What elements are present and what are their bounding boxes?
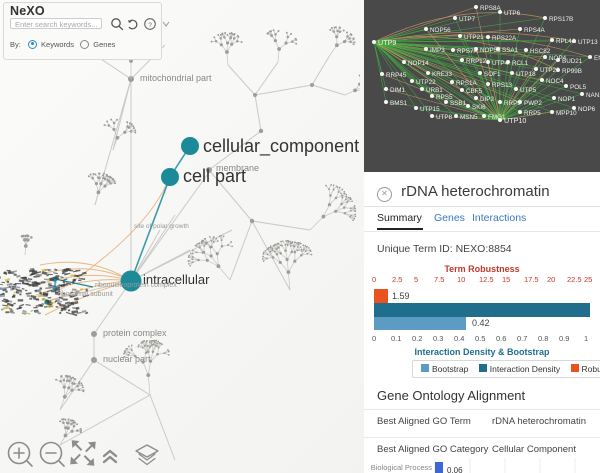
svg-text:17.5: 17.5 — [524, 275, 539, 284]
svg-text:NOP14: NOP14 — [408, 60, 429, 67]
svg-text:UTP22: UTP22 — [416, 79, 436, 86]
svg-text:SOF1: SOF1 — [484, 71, 501, 78]
svg-text:URB1: URB1 — [426, 87, 443, 94]
svg-text:KRE33: KRE33 — [432, 71, 452, 78]
svg-text:UTP7: UTP7 — [459, 16, 476, 23]
svg-text:UTP10: UTP10 — [504, 116, 526, 125]
svg-text:UTP21: UTP21 — [464, 34, 484, 41]
svg-text:?: ? — [148, 22, 152, 29]
svg-text:5: 5 — [414, 275, 418, 284]
svg-text:MPP10: MPP10 — [556, 110, 577, 117]
svg-text:RPS22A: RPS22A — [492, 35, 517, 42]
svg-text:12.5: 12.5 — [479, 275, 494, 284]
svg-text:RCL1: RCL1 — [512, 60, 529, 67]
svg-text:HSC82: HSC82 — [530, 48, 551, 55]
svg-text:UTP13: UTP13 — [578, 39, 598, 46]
svg-text:UTP6: UTP6 — [504, 10, 521, 17]
svg-text:0.2: 0.2 — [412, 334, 422, 343]
svg-text:SSB1: SSB1 — [450, 100, 467, 107]
svg-text:RRP12: RRP12 — [466, 58, 487, 65]
svg-text:UTP9: UTP9 — [378, 38, 396, 47]
svg-text:0: 0 — [372, 275, 376, 284]
svg-text:0.1: 0.1 — [391, 334, 401, 343]
svg-text:0.6: 0.6 — [496, 334, 506, 343]
svg-text:Biological Process: Biological Process — [371, 463, 433, 472]
svg-text:NAN1: NAN1 — [586, 92, 600, 99]
svg-text:RRP45: RRP45 — [386, 72, 407, 79]
svg-text:0.7: 0.7 — [517, 334, 527, 343]
svg-text:UTP4: UTP4 — [492, 60, 509, 67]
svg-text:15: 15 — [502, 275, 510, 284]
svg-text:UTP15: UTP15 — [420, 106, 440, 113]
svg-text:RPS17B: RPS17B — [549, 16, 573, 23]
svg-text:RPS7A: RPS7A — [457, 48, 478, 55]
svg-text:RPL4A: RPL4A — [556, 38, 577, 45]
svg-text:2.5: 2.5 — [392, 275, 402, 284]
svg-text:CBF5: CBF5 — [466, 88, 483, 95]
svg-text:RP99B: RP99B — [562, 68, 582, 75]
svg-text:DIM1: DIM1 — [390, 87, 406, 94]
svg-text:RRP5: RRP5 — [524, 110, 541, 117]
svg-text:NOP1: NOP1 — [558, 96, 576, 103]
svg-text:NOP56: NOP56 — [430, 27, 451, 34]
svg-text:BUD21: BUD21 — [562, 58, 583, 65]
svg-text:NOC4: NOC4 — [546, 78, 564, 85]
svg-text:0.3: 0.3 — [433, 334, 443, 343]
svg-text:1: 1 — [584, 334, 588, 343]
svg-text:BMS1: BMS1 — [390, 100, 408, 107]
svg-text:20: 20 — [547, 275, 555, 284]
svg-text:0.06: 0.06 — [447, 466, 463, 473]
svg-text:NOP6: NOP6 — [578, 106, 596, 113]
svg-text:UTP8: UTP8 — [436, 114, 453, 121]
svg-text:SKI6: SKI6 — [472, 104, 486, 111]
svg-text:UTP18: UTP18 — [516, 71, 536, 78]
svg-text:10: 10 — [457, 275, 465, 284]
svg-text:22.5: 22.5 — [567, 275, 582, 284]
svg-text:RPS8A: RPS8A — [480, 5, 501, 12]
svg-text:RRP9: RRP9 — [504, 100, 521, 107]
svg-text:PWP2: PWP2 — [524, 100, 542, 107]
svg-text:UTP5: UTP5 — [520, 87, 537, 94]
svg-text:POL5: POL5 — [570, 84, 587, 91]
svg-text:RPS13: RPS13 — [492, 82, 512, 89]
svg-text:ENP1: ENP1 — [594, 55, 600, 62]
svg-text:0.9: 0.9 — [559, 334, 569, 343]
svg-text:RPS4A: RPS4A — [524, 27, 545, 34]
svg-text:RPS1A: RPS1A — [456, 80, 477, 87]
svg-text:IMP3: IMP3 — [430, 47, 445, 54]
svg-text:UTP20: UTP20 — [540, 67, 560, 74]
svg-text:DIP2: DIP2 — [480, 96, 494, 103]
svg-text:0.8: 0.8 — [538, 334, 548, 343]
svg-text:SSA1: SSA1 — [502, 47, 519, 54]
svg-text:NOP58: NOP58 — [480, 47, 501, 54]
svg-text:25: 25 — [584, 275, 592, 284]
svg-text:0.5: 0.5 — [475, 334, 485, 343]
svg-text:7.5: 7.5 — [434, 275, 444, 284]
svg-text:MSN5: MSN5 — [460, 114, 478, 121]
svg-text:0: 0 — [372, 334, 376, 343]
svg-text:0.4: 0.4 — [454, 334, 464, 343]
